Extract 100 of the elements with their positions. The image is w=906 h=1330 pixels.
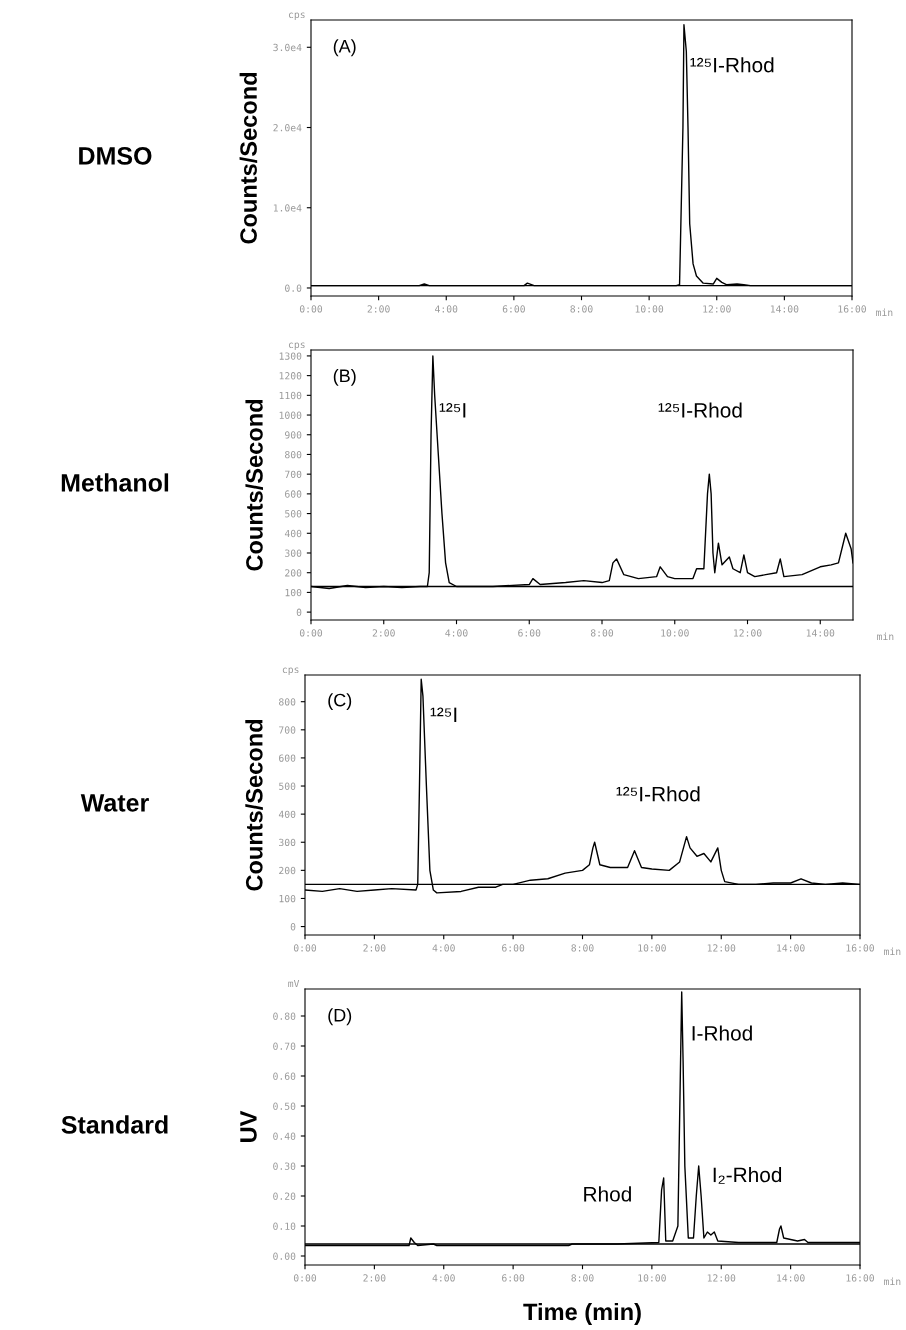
x-tick-label: 10:00 (635, 305, 664, 313)
y-tick-label: 100 (279, 894, 296, 903)
x-tick-label: 14:00 (777, 1274, 805, 1282)
y-tick-label: 0.60 (273, 1072, 296, 1080)
y-tick-label: 900 (285, 431, 302, 439)
y-tick-label: 700 (285, 470, 302, 479)
annotation: (A) (333, 39, 356, 57)
annotation: ¹²⁵I-Rhod (658, 402, 742, 418)
annotation: (D) (328, 1008, 352, 1026)
text: min (884, 947, 901, 955)
x-axis-title: Time (min) (523, 1302, 641, 1325)
y-tick-label: 0.30 (273, 1162, 296, 1170)
y-tick-label: 1000 (279, 411, 302, 419)
x-tick-label: 0:00 (293, 944, 317, 952)
y-tick-label: 1100 (279, 391, 302, 400)
y-tick-label: 0 (296, 608, 302, 616)
x-tick-label: 14:00 (770, 305, 799, 313)
x-tick-label: 0:00 (293, 1274, 317, 1282)
text: cps (288, 12, 305, 20)
y-tick-label: 500 (279, 782, 296, 790)
text: min (876, 308, 893, 316)
text: cps (288, 342, 305, 350)
x-tick-label: 8:00 (571, 944, 594, 952)
x-tick-label: 14:00 (777, 944, 805, 952)
x-tick-label: 16:00 (846, 1274, 874, 1282)
annotation: Rhod (584, 1186, 631, 1202)
text: cps (282, 667, 299, 675)
annotation: ¹²⁵I (430, 707, 457, 722)
y-axis-title: Counts/Second (245, 399, 264, 571)
x-tick-label: 12:00 (707, 944, 736, 952)
text: min (877, 632, 894, 640)
y-tick-label: 0.10 (273, 1222, 296, 1230)
annotation: ¹²⁵I-Rhod (616, 786, 700, 802)
x-tick-label: 10:00 (638, 1274, 666, 1282)
x-tick-label: 0:00 (299, 629, 323, 637)
y-tick-label: 2.0e4 (273, 124, 302, 132)
y-tick-label: 300 (285, 549, 302, 557)
y-tick-label: 800 (285, 450, 302, 459)
x-tick-label: 4:00 (445, 629, 468, 637)
x-tick-label: 2:00 (367, 305, 390, 313)
y-tick-label: 0.40 (273, 1132, 296, 1140)
x-tick-label: 6:00 (502, 1274, 525, 1282)
x-tick-label: 0:00 (299, 305, 323, 313)
x-tick-label: 4:00 (435, 305, 458, 313)
x-tick-label: 8:00 (571, 1274, 594, 1282)
y-tick-label: 200 (285, 569, 302, 577)
x-tick-label: 16:00 (846, 944, 874, 952)
y-tick-label: 0 (290, 923, 296, 931)
x-tick-label: 2:00 (363, 944, 386, 952)
text: Water (80, 794, 149, 812)
y-tick-label: 0.00 (273, 1252, 296, 1260)
annotation: ¹²⁵I (439, 403, 466, 418)
x-tick-label: 14:00 (806, 629, 835, 637)
x-tick-label: 12:00 (703, 305, 731, 313)
x-tick-label: 6:00 (502, 305, 525, 313)
y-tick-label: 700 (279, 726, 296, 734)
x-tick-label: 12:00 (707, 1274, 736, 1282)
annotation: I-Rhod (692, 1025, 752, 1041)
text: mV (288, 979, 300, 987)
y-tick-label: 600 (285, 490, 302, 498)
text: Standard (61, 1115, 168, 1134)
x-tick-label: 8:00 (590, 629, 614, 637)
text: min (884, 1277, 901, 1285)
y-tick-label: 1200 (279, 372, 302, 380)
y-tick-label: 800 (279, 698, 296, 706)
y-tick-label: 400 (284, 529, 302, 538)
y-tick-label: 300 (279, 838, 296, 847)
x-tick-label: 6:00 (518, 629, 541, 637)
y-tick-label: 0.50 (273, 1102, 296, 1110)
x-tick-label: 4:00 (432, 1274, 455, 1282)
y-axis-title: Counts/Second (245, 719, 263, 891)
y-tick-label: 0.20 (273, 1192, 296, 1200)
x-tick-label: 6:00 (502, 944, 525, 952)
annotation: ¹²⁵I-Rhod (690, 57, 774, 73)
x-tick-label: 2:00 (372, 629, 395, 637)
x-tick-label: 10:00 (638, 944, 666, 952)
x-tick-label: 12:00 (734, 629, 762, 637)
x-tick-label: 8:00 (570, 305, 593, 313)
text: DMSO (79, 147, 152, 165)
y-axis-title: UV (240, 1110, 257, 1142)
y-tick-label: 1300 (279, 352, 302, 360)
y-tick-label: 500 (285, 510, 302, 518)
x-tick-label: 4:00 (432, 944, 455, 952)
y-tick-label: 1.0e4 (273, 204, 302, 212)
x-tick-label: 16:00 (838, 305, 866, 313)
y-axis-title: Counts/Second (239, 72, 258, 244)
annotation: (B) (333, 368, 356, 386)
y-tick-label: 100 (285, 588, 302, 597)
y-tick-label: 0.0 (285, 284, 302, 292)
x-tick-label: 2:00 (363, 1274, 386, 1282)
y-tick-label: 0.70 (273, 1042, 296, 1050)
y-tick-label: 600 (279, 754, 296, 762)
x-tick-label: 10:00 (661, 629, 689, 637)
y-tick-label: 0.80 (273, 1012, 296, 1020)
text: Methanol (61, 473, 169, 492)
annotation: (C) (328, 693, 352, 711)
y-tick-label: 3.0e4 (273, 43, 302, 52)
y-tick-label: 400 (278, 810, 296, 818)
annotation: I₂-Rhod (713, 1166, 782, 1184)
y-tick-label: 200 (279, 866, 296, 875)
